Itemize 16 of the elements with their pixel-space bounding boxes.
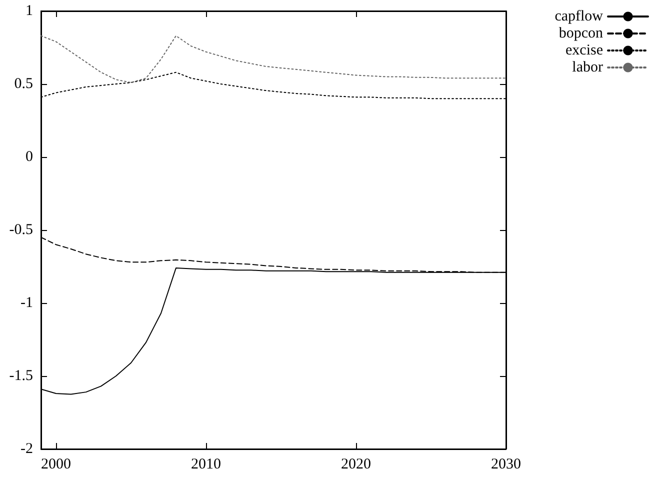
y-tick-label: 1 — [26, 3, 33, 19]
legend-label: labor — [572, 60, 603, 76]
x-tick-label: 2010 — [191, 456, 221, 472]
y-tick-label: -1.5 — [9, 368, 33, 384]
y-tick-label: -1 — [20, 295, 33, 311]
legend-label: excise — [566, 42, 604, 58]
x-tick-label: 2020 — [341, 456, 371, 472]
y-tick-label: 0 — [26, 149, 33, 165]
y-tick-label: 0.5 — [14, 76, 33, 92]
legend-label: bopcon — [558, 26, 604, 42]
legend-label: capflow — [554, 8, 604, 24]
x-tick-label: 2030 — [491, 456, 521, 472]
line-series — [40, 35, 506, 84]
x-tick-label: 2000 — [41, 456, 71, 472]
y-tick-label: -0.5 — [9, 222, 33, 238]
y-tick-label: -2 — [20, 441, 33, 457]
